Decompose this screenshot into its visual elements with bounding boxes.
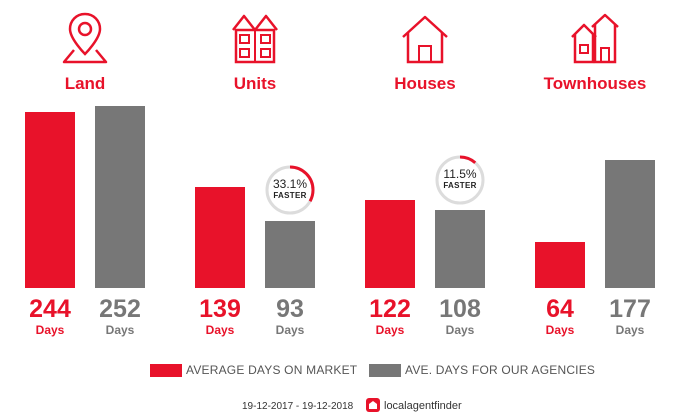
value-houses-agencies: 108 (439, 295, 481, 323)
date-range: 19-12-2017 - 19-12-2018 (242, 401, 354, 412)
brand-name: localagentfinder (384, 400, 462, 412)
legend-swatch-agencies (369, 364, 401, 377)
faster-badge-units: 33.1% FASTER (264, 164, 316, 216)
days-label: Days (205, 323, 235, 337)
bar-units-market (195, 187, 245, 288)
bar-units-agencies (265, 220, 315, 288)
local-agent-finder-logo-icon (366, 398, 380, 412)
progress-ring (265, 165, 315, 215)
category-label-land: Land (64, 74, 106, 93)
category-label-townhouses: Townhouses (543, 74, 647, 93)
badge-label: FASTER (443, 181, 477, 190)
progress-arc (265, 165, 315, 215)
category-label-units: Units (233, 74, 277, 93)
value-units-market: 139 (199, 295, 241, 323)
value-land-market: 244 (29, 295, 71, 323)
bar-townhouses-agencies (605, 160, 655, 288)
value-townhouses-market: 64 (546, 295, 574, 323)
days-label: Days (445, 323, 475, 337)
legend-swatch-market (150, 364, 182, 377)
bar-houses-agencies (435, 209, 485, 288)
days-label: Days (105, 323, 135, 337)
badge-label: FASTER (273, 191, 307, 200)
value-houses-market: 122 (369, 295, 411, 323)
map-pin-icon (62, 12, 108, 64)
legend-label-market: AVERAGE DAYS ON MARKET (186, 363, 358, 377)
progress-arc (435, 155, 485, 205)
badge-percent: 11.5% (443, 167, 477, 181)
value-townhouses-agencies: 177 (609, 295, 651, 323)
badge-percent: 33.1% (272, 177, 308, 191)
bar-townhouses-market (535, 241, 585, 288)
bar-houses-market (365, 199, 415, 288)
progress-ring (435, 155, 485, 205)
house-icon (402, 15, 448, 64)
legend-label-agencies: AVE. DAYS FOR OUR AGENCIES (405, 363, 596, 377)
category-label-houses: Houses (394, 74, 456, 93)
days-label: Days (375, 323, 405, 337)
days-label: Days (545, 323, 575, 337)
days-label: Days (35, 323, 65, 337)
value-land-agencies: 252 (99, 295, 141, 323)
days-label: Days (615, 323, 645, 337)
bar-land-market (25, 111, 75, 288)
apartment-building-icon (232, 14, 278, 64)
value-units-agencies: 93 (276, 295, 304, 323)
faster-badge-houses: 11.5% FASTER (434, 154, 486, 206)
days-label: Days (275, 323, 305, 337)
bar-land-agencies (95, 105, 145, 288)
townhouse-icon (571, 13, 619, 64)
